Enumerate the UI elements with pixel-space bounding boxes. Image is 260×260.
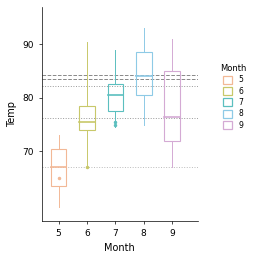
Bar bbox=[79, 106, 95, 130]
Bar bbox=[164, 71, 180, 141]
Y-axis label: Temp: Temp bbox=[7, 101, 17, 127]
Bar bbox=[51, 149, 67, 186]
Bar bbox=[136, 53, 152, 95]
X-axis label: Month: Month bbox=[104, 243, 135, 253]
Bar bbox=[108, 84, 123, 111]
Legend: 5, 6, 7, 8, 9: 5, 6, 7, 8, 9 bbox=[217, 62, 248, 132]
